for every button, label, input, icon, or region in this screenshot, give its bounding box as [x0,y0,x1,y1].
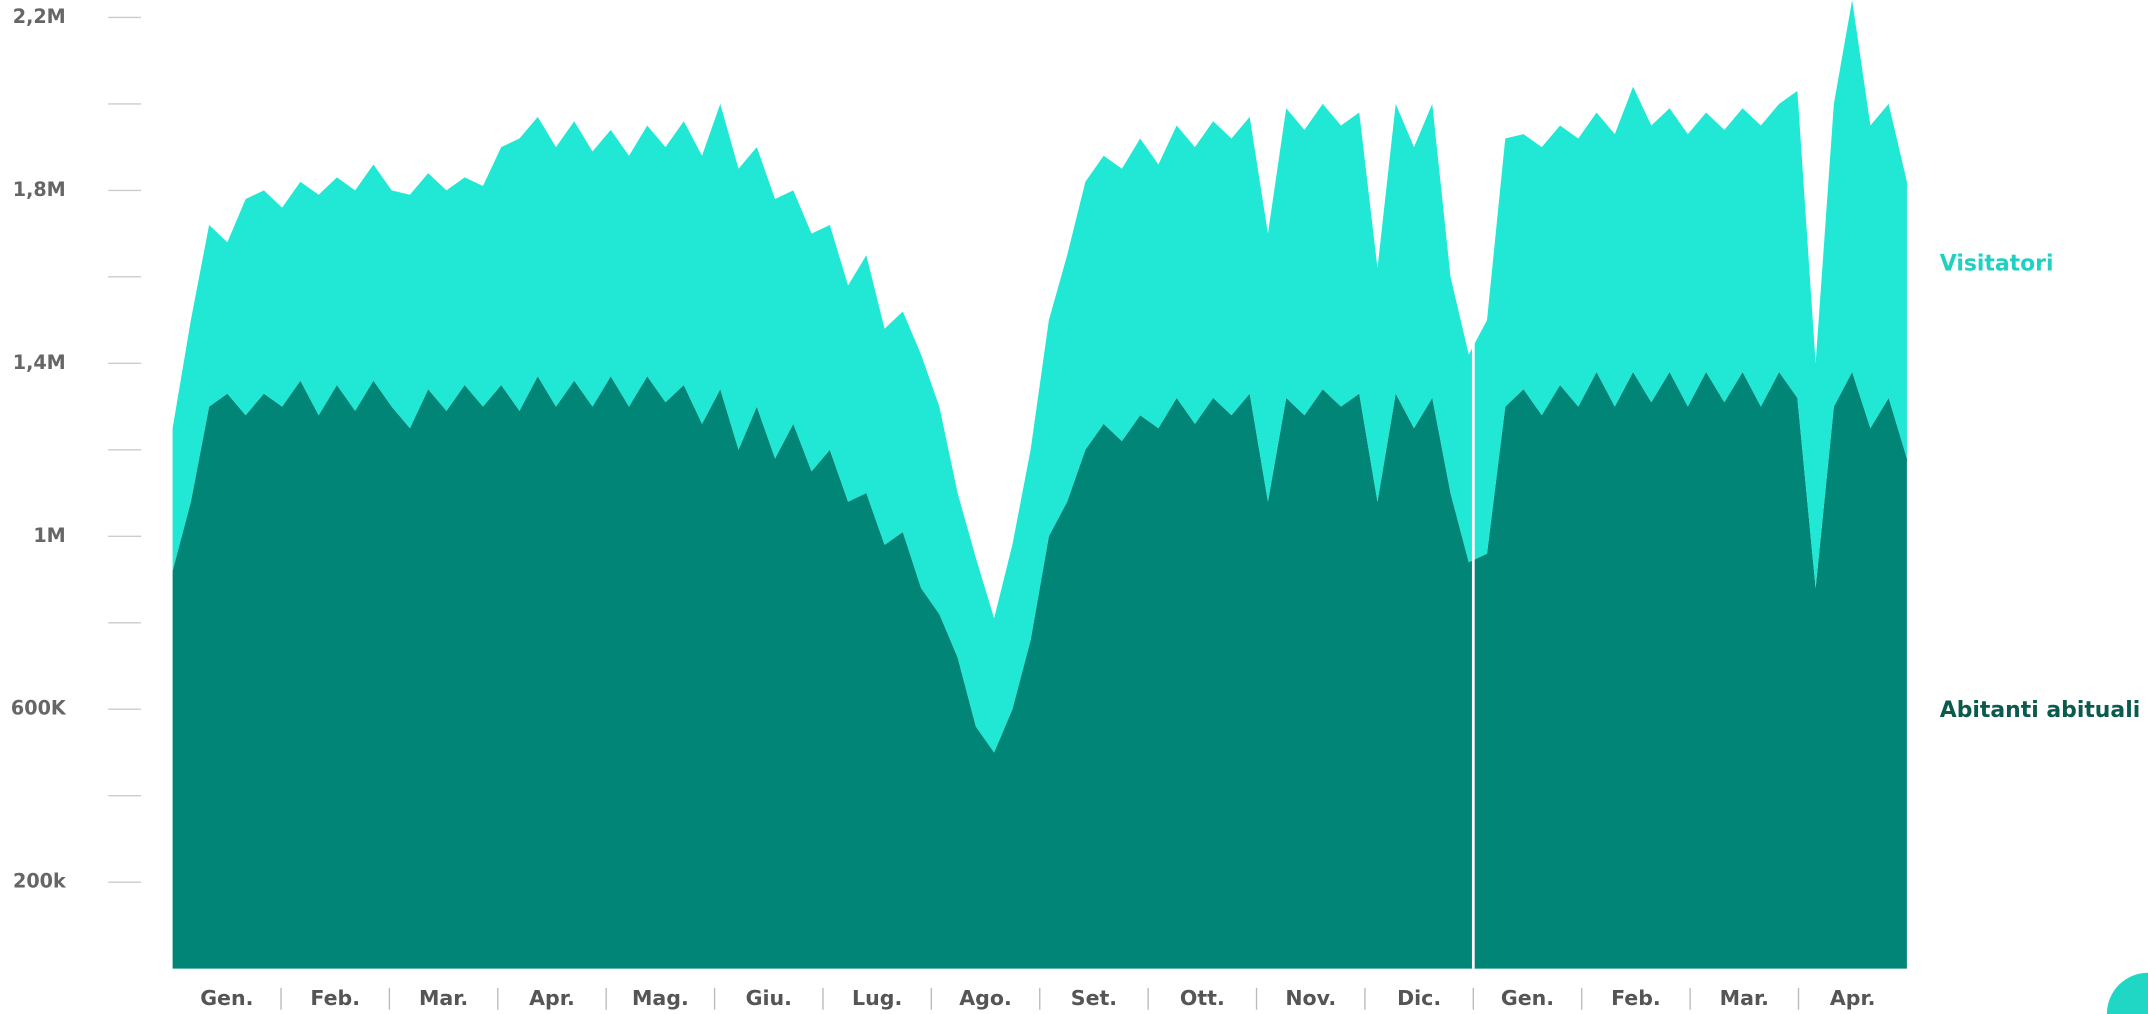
x-tick-label: Feb. [1611,986,1661,1010]
x-tick-label: Dic. [1397,986,1441,1010]
x-tick-label: Nov. [1285,986,1336,1010]
area [172,0,1907,753]
y-tick-label: 1,8M [13,178,66,201]
x-tick-label: Mar. [1720,986,1769,1010]
y-tick-label: 2,2M [13,5,66,28]
x-tick-label: Feb. [310,986,360,1010]
x-tick-label: Ott. [1180,986,1225,1010]
x-tick-label: Gen. [1501,986,1554,1010]
x-tick-label: Mag. [632,986,689,1010]
x-tick-label: Apr. [1830,986,1876,1010]
x-tick-label: Gen. [200,986,253,1010]
legend-label: Abitanti abituali [1940,698,2140,723]
legend-label: Visitatori [1940,252,2054,277]
x-tick-label: Giu. [746,986,792,1010]
x-tick-label: Mar. [419,986,468,1010]
corner-decoration [2106,972,2148,1014]
x-tick-label: Lug. [852,986,902,1010]
x-tick-label: Apr. [529,986,575,1010]
y-tick-label: 200k [13,870,67,893]
y-tick-label: 600K [11,697,67,720]
x-tick-label: Set. [1071,986,1117,1010]
x-tick-label: Ago. [959,986,1012,1010]
y-tick-label: 1M [33,524,65,547]
y-tick-label: 1,4M [13,351,66,374]
